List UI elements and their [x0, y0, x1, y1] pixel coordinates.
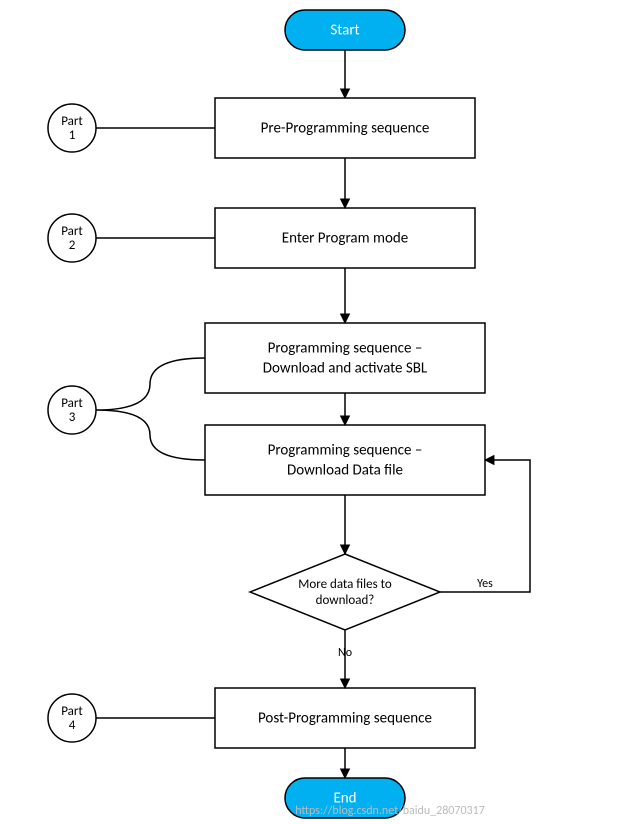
start-node: Start — [285, 10, 405, 50]
part-1-label-1: 1 — [69, 128, 76, 143]
edge-label-no: No — [338, 646, 352, 660]
part-2: Part2 — [48, 214, 96, 262]
part-1-label-0: Part — [61, 114, 83, 129]
part-3: Part3 — [48, 386, 96, 434]
process-post-programming-label: Post-Programming sequence — [258, 710, 432, 728]
edge-label-yes: Yes — [477, 577, 493, 591]
decision-more-files-label-0: More data files to — [298, 577, 392, 592]
process-download-data-file-label-1: Download Data file — [287, 462, 403, 480]
process-pre-programming-label: Pre-Programming sequence — [261, 120, 430, 138]
part-4-label-0: Part — [61, 704, 83, 719]
part-3-label-0: Part — [61, 396, 83, 411]
process-post-programming: Post-Programming sequence — [215, 688, 475, 748]
watermark-text: https://blog.csdn.net/baidu_28070317 — [295, 804, 485, 818]
process-download-sbl-label-1: Download and activate SBL — [263, 360, 428, 378]
part-4: Part4 — [48, 694, 96, 742]
process-download-data-file: Programming sequence – Download Data file — [205, 425, 485, 495]
process-enter-program-mode: Enter Program mode — [215, 208, 475, 268]
process-enter-program-mode-label: Enter Program mode — [282, 230, 408, 248]
part-2-label-1: 2 — [69, 238, 76, 253]
part-2-label-0: Part — [61, 224, 83, 239]
part-3-label-1: 3 — [69, 410, 76, 425]
part-4-label-1: 4 — [69, 718, 76, 733]
process-download-sbl: Programming sequence – Download and activ… — [205, 323, 485, 393]
process-download-data-file-label-0: Programming sequence – — [268, 442, 423, 460]
start-node-label: Start — [330, 22, 359, 40]
process-download-sbl-label-0: Programming sequence – — [268, 340, 423, 358]
process-pre-programming: Pre-Programming sequence — [215, 98, 475, 158]
decision-more-files-label-1: download? — [316, 593, 375, 608]
connector-part3-brace — [96, 358, 205, 460]
part-1: Part1 — [48, 104, 96, 152]
decision-more-files: More data files todownload? — [250, 554, 440, 630]
